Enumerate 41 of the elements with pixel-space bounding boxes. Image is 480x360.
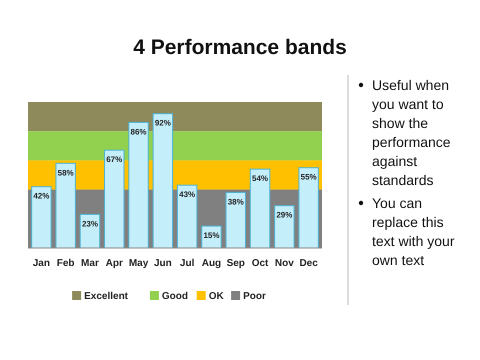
text: Useful when you want to show the performance against standards [372,77,451,188]
x-tick-label: Oct [252,258,270,269]
bar [152,113,174,248]
bar [128,122,149,248]
data-label: 43% [179,190,196,200]
data-label: 58% [58,168,74,178]
legend-label: Poor [243,291,266,302]
x-tick-label: Jan [32,258,50,269]
x-tick-label: Mar [81,258,99,269]
data-label: 23% [82,219,98,228]
x-tick-label: May [128,258,149,269]
data-label: 92% [154,118,171,128]
data-label: 38% [228,198,244,207]
data-label: 55% [300,172,317,182]
legend-label: Good [162,291,188,302]
data-label: 54% [252,174,268,184]
bar [55,162,76,248]
data-label: 15% [203,231,220,240]
bar [176,184,198,248]
bar [298,167,319,248]
bar [274,205,295,248]
x-tick-label: Nov [274,258,294,269]
data-label: 86% [130,127,147,136]
x-tick-label: Apr [106,258,123,269]
x-tick-label: Dec [299,258,318,269]
bar [31,186,52,248]
x-tick-label: Aug [202,258,222,269]
chart-title: 4 Performance bands [133,36,347,59]
x-tick-label: Jul [180,258,195,269]
bar [250,168,270,248]
x-tick-label: Jun [154,258,172,269]
legend-label: Excellent [84,291,129,302]
x-tick-label: Sep [226,258,245,269]
legend-label: OK [208,291,224,302]
x-tick-label: Feb [56,258,75,269]
data-label: 42% [33,192,50,201]
bar [104,150,124,248]
data-label: 67% [106,155,122,164]
bar [226,192,246,248]
data-label: 29% [276,210,292,220]
text: You can replace this text with your own text [372,195,455,268]
